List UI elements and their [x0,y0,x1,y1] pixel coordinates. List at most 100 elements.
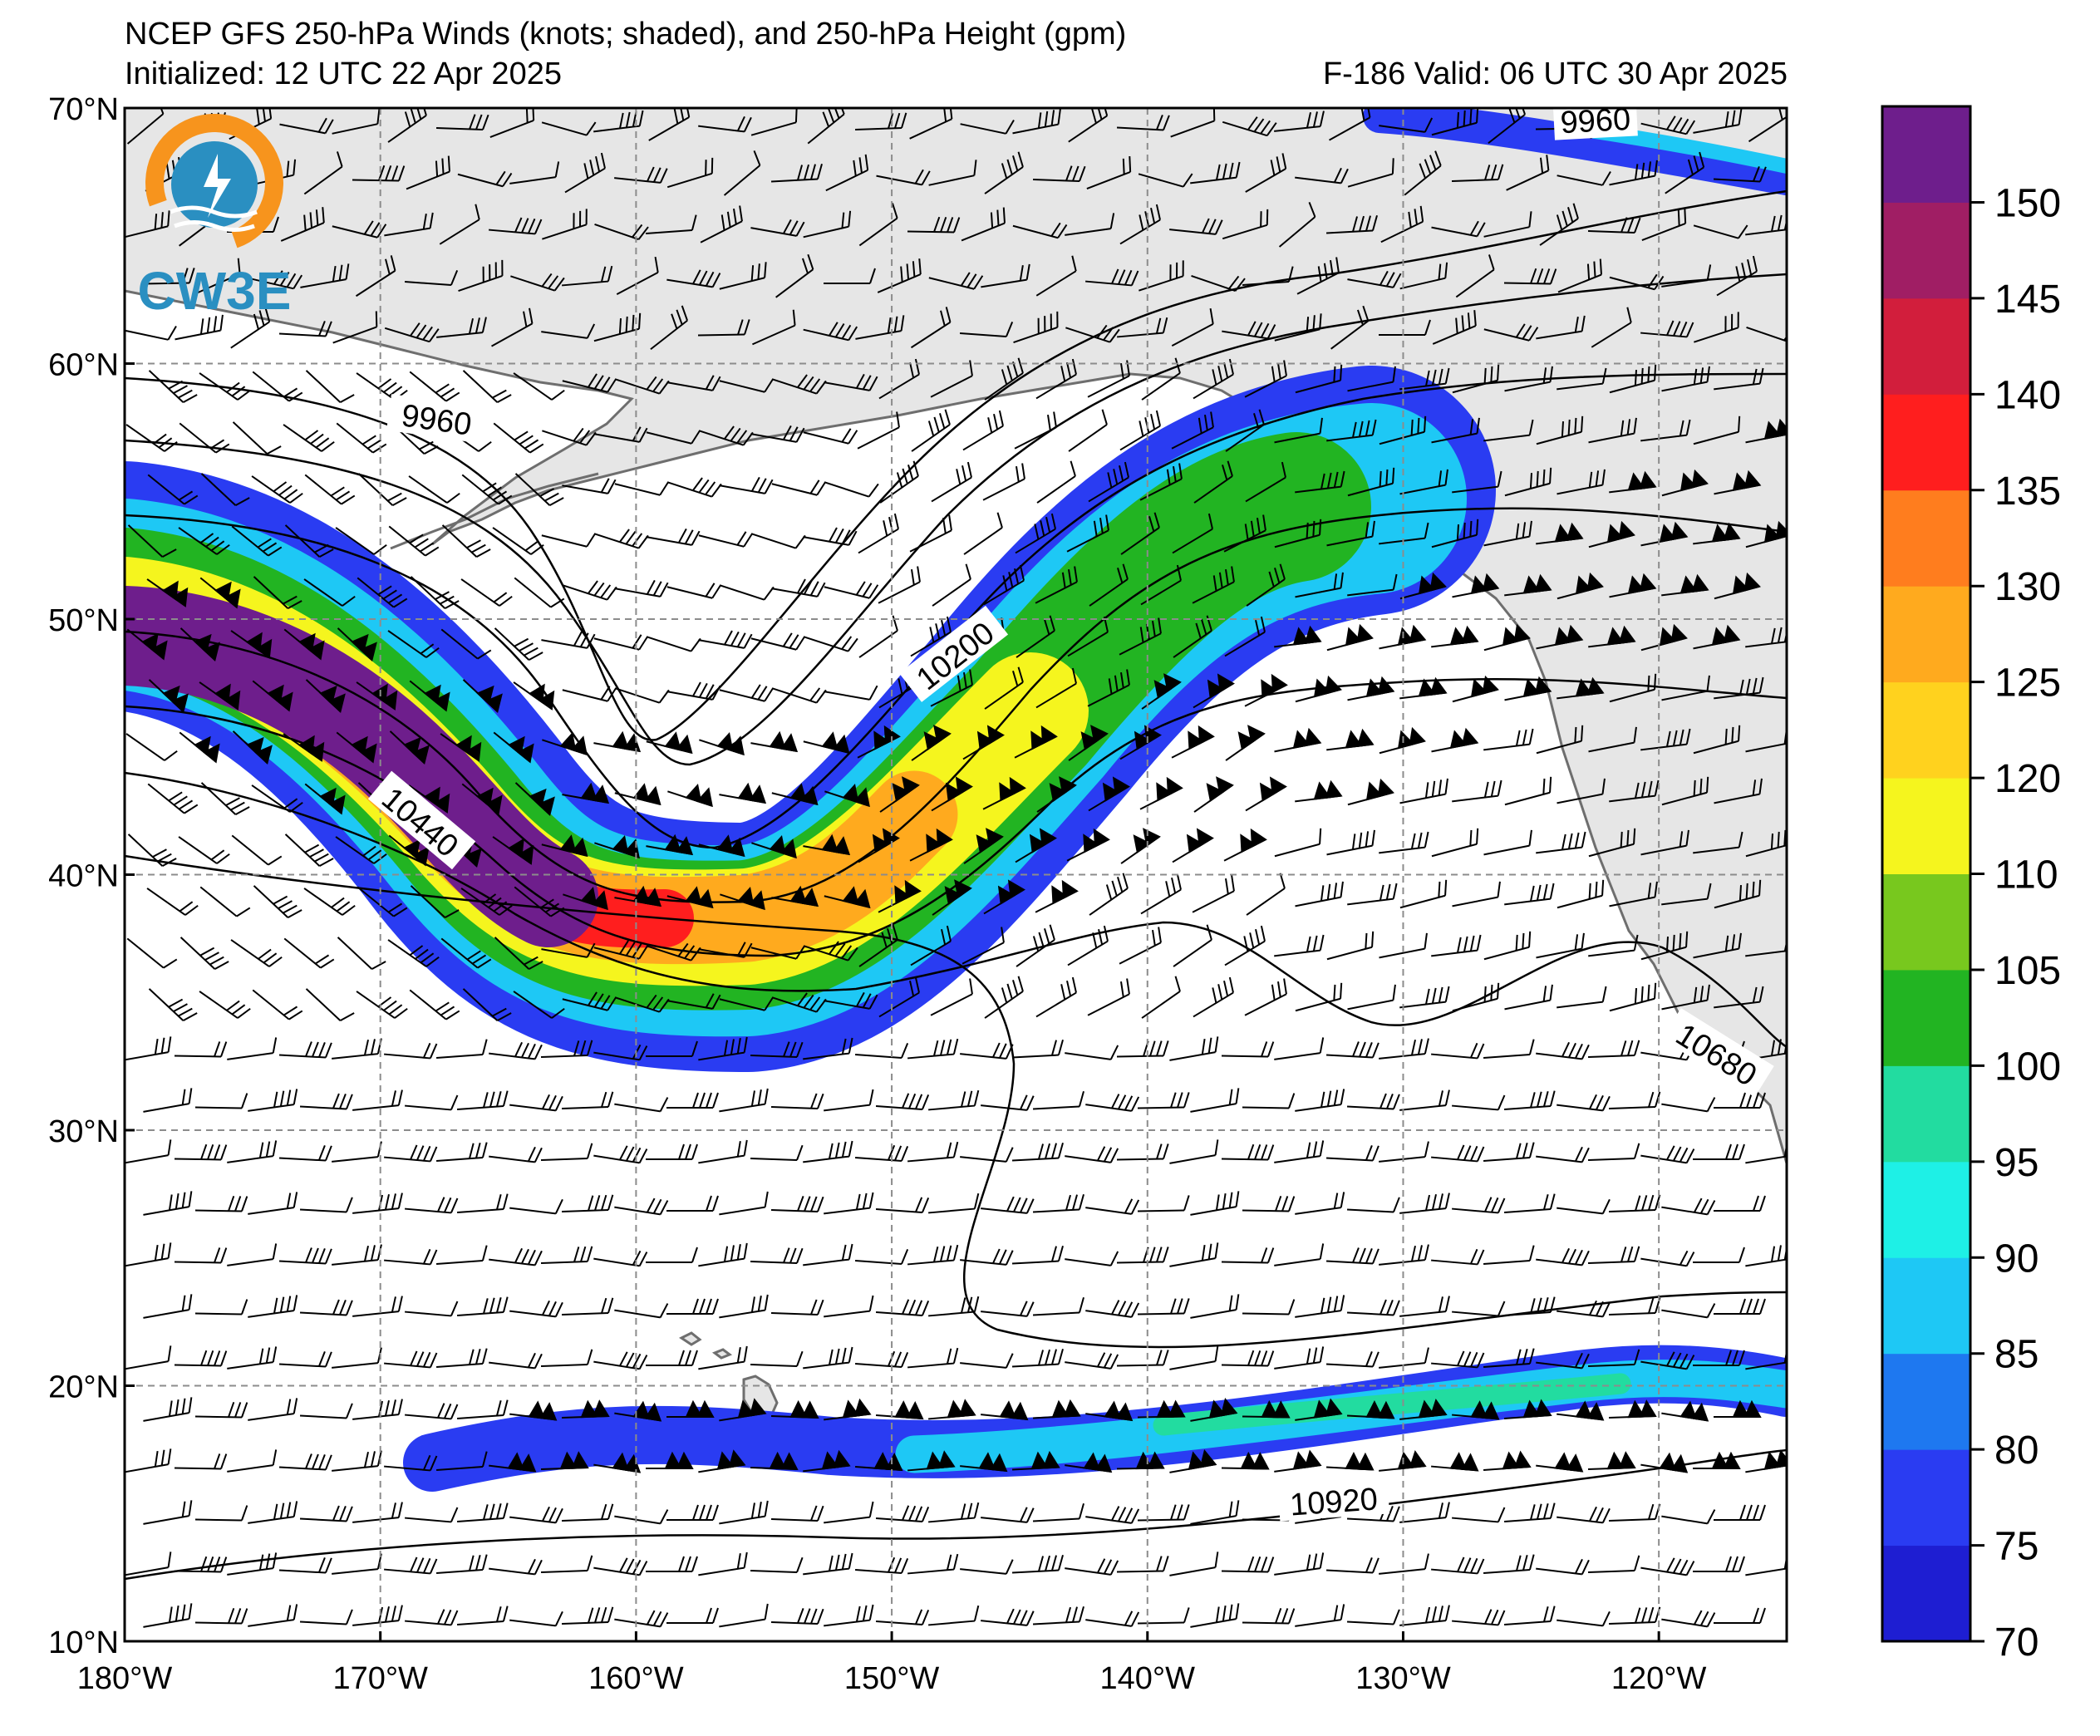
wind-barb [1274,1552,1325,1576]
wind-barb [1245,776,1287,812]
wind-barb [541,631,596,649]
wind-barb [509,161,560,184]
wind-barb [406,155,450,190]
wind-barb [409,680,450,712]
wind-barb [909,514,952,553]
wind-barb [1119,410,1161,451]
wind-barb [384,322,440,343]
wind-barb [384,1350,438,1369]
wind-barb [542,731,588,756]
wind-barb [199,681,241,711]
wind-barb [750,425,805,443]
wind-barb [1452,675,1499,703]
wind-barb [719,996,775,1011]
wind-barb [408,475,460,504]
wind-barb [666,1195,719,1212]
wind-barb [387,939,440,967]
wind-barb [125,1552,172,1576]
wind-barb [1431,1144,1485,1163]
wind-barb [1536,624,1584,650]
wind-barb [1141,357,1181,401]
wind-barb [981,1608,1035,1626]
wind-barb [489,1041,543,1060]
wind-barb [879,460,919,504]
wind-barb [1295,982,1343,1012]
wind-barb [770,1399,819,1419]
wind-barb [143,1603,193,1628]
wind-barb [667,477,722,498]
colorbar-block [1882,1065,1970,1163]
wind-barb [719,1500,769,1525]
wind-barb [456,1296,509,1316]
wind-barb [125,1036,172,1061]
wind-barb [1224,925,1266,966]
wind-barb [492,836,534,865]
wind-barb [1169,1448,1217,1473]
wind-barb [1137,1195,1190,1212]
wind-barb [1036,776,1077,813]
subtropical-band-95 [1153,1373,1631,1436]
wind-barb [910,307,952,349]
wind-barb [1067,925,1109,966]
wind-barb [650,305,689,351]
wind-barb [227,1243,278,1266]
lat-label: 40°N [48,859,119,894]
wind-barb [854,1144,909,1162]
wind-barb [593,730,642,753]
wind-barb [227,1552,278,1576]
lat-label: 50°N [48,603,119,638]
wind-barb [405,1094,459,1111]
wind-barb [1506,155,1550,191]
wind-barb [194,1401,248,1419]
wind-barb [959,322,1014,337]
wind-barb [1587,1555,1640,1573]
wind-barb [614,1610,669,1628]
wind-barb [1011,1348,1064,1368]
wind-barb [562,991,617,1011]
wind-barb [1713,166,1767,183]
wind-barb [126,937,178,969]
wind-barb [1693,831,1743,854]
wind-barb [1170,108,1216,138]
wind-barb [1088,461,1129,503]
wind-barb [1085,1094,1140,1112]
wind-barb [1116,1350,1169,1367]
wind-barb [854,1452,903,1472]
wind-barb [299,1403,353,1419]
wind-barb [509,1198,563,1215]
wind-barb [299,1505,353,1522]
wind-barb [614,579,669,598]
wind-barb [1536,1247,1590,1266]
wind-barb [593,634,649,651]
wind-barb [960,1452,1008,1473]
wind-barb [1557,469,1606,495]
wind-barb [984,666,1024,710]
wind-barb [1693,1247,1745,1263]
wind-barb [876,169,931,186]
wind-barb [278,1453,332,1471]
wind-barb [824,1089,874,1112]
wind-barb [803,1449,851,1473]
wind-barb [1452,1609,1506,1626]
wind-barb [227,1140,278,1163]
wind-barb [1346,1093,1400,1110]
wind-barb [540,1555,593,1573]
wind-barb [435,1554,488,1574]
wind-barb [1608,1606,1661,1625]
wind-barb [1190,1191,1240,1216]
wind-barb [562,478,617,494]
wind-barb [614,1197,669,1216]
wind-barb [1640,419,1691,442]
wind-barb [960,1248,1014,1266]
wind-barb [489,1558,543,1576]
wind-barb [125,424,178,452]
wind-barb [1190,1397,1238,1422]
wind-barb [199,886,251,917]
wind-barb [1661,1097,1716,1113]
wind-barb [405,1197,459,1214]
wind-barb [1399,778,1448,804]
wind-barb [1379,416,1427,445]
wind-barb [1089,873,1129,916]
wind-barb [1193,673,1235,709]
wind-barb [1693,109,1743,134]
